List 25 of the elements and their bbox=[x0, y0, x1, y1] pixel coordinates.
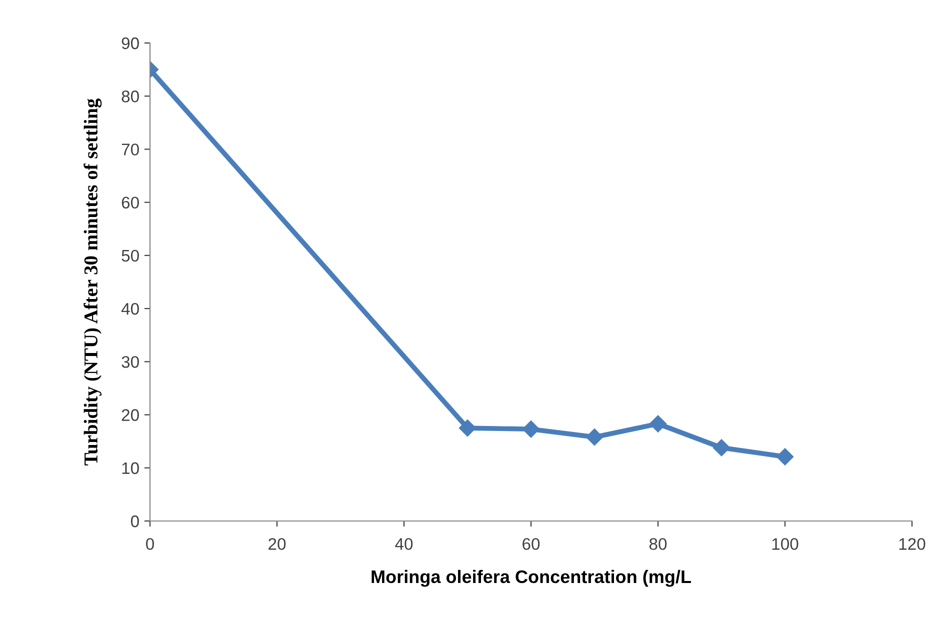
point bbox=[776, 448, 794, 466]
x-tick-label: 40 bbox=[395, 538, 413, 550]
y-tick-label: 10 bbox=[122, 462, 139, 474]
x-tick-label: 60 bbox=[522, 538, 540, 550]
y-tick-label: 40 bbox=[121, 302, 139, 315]
y-tick-label: 70 bbox=[122, 144, 139, 156]
x-axis-title: Moringa oleifera Concentration (mg/L bbox=[372, 570, 691, 587]
y-tick-label: 20 bbox=[122, 409, 139, 421]
point bbox=[712, 439, 730, 456]
point bbox=[522, 420, 540, 438]
point bbox=[458, 420, 476, 437]
x-tick-label: 120 bbox=[899, 538, 926, 550]
y-tick-label: 90 bbox=[122, 37, 139, 50]
x-tick-label: 0 bbox=[146, 538, 154, 550]
y-tick-label: 50 bbox=[122, 250, 139, 262]
point bbox=[586, 428, 604, 446]
y-tick-label: 80 bbox=[122, 90, 139, 102]
point bbox=[649, 415, 667, 432]
y-tick-label: 60 bbox=[122, 196, 139, 209]
y-tick-label: 0 bbox=[130, 515, 139, 528]
y-axis-title: Turbidity (NTU) After 30 minutes of settling bbox=[84, 98, 102, 466]
x-tick-label: 100 bbox=[772, 538, 798, 550]
x-tick-label: 20 bbox=[268, 538, 286, 550]
x-tick-label: 80 bbox=[649, 538, 667, 550]
y-tick-label: 30 bbox=[122, 356, 139, 368]
